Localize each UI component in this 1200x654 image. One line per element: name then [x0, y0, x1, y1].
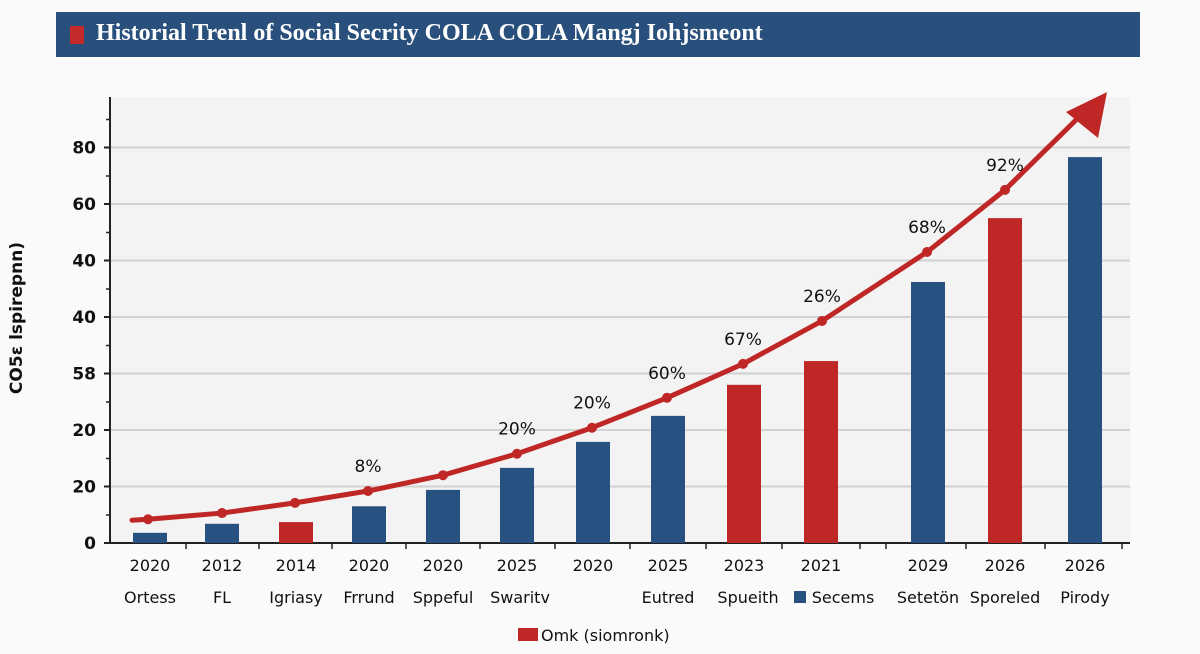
x-sublabel: Pirody — [1060, 588, 1109, 607]
x-tick-label: 2021 — [801, 556, 842, 575]
x-sublabel: Igriasy — [269, 588, 323, 607]
line-point — [438, 470, 448, 481]
legend-swatch-red — [518, 628, 538, 641]
bar — [576, 441, 610, 543]
line-point — [217, 508, 227, 519]
title-marker-icon — [70, 26, 84, 44]
x-tick-label: 2020 — [423, 556, 464, 575]
line-point — [512, 448, 522, 459]
bar — [279, 522, 313, 543]
bar — [500, 467, 534, 543]
y-tick-label: 40 — [72, 308, 96, 328]
x-tick-label: 2026 — [1065, 556, 1106, 575]
y-tick-label: 80 — [72, 139, 96, 159]
line-point — [817, 315, 827, 326]
data-label: 92% — [986, 156, 1024, 176]
x-tick-label: 2025 — [497, 556, 538, 575]
bar — [352, 506, 386, 543]
y-tick-label: 20 — [72, 421, 96, 441]
y-tick-label: 40 — [72, 252, 96, 272]
data-label: 60% — [648, 364, 686, 384]
line-point — [290, 497, 300, 508]
bar — [1068, 157, 1102, 544]
data-label: 26% — [803, 287, 841, 307]
arrow-head-icon — [1066, 92, 1107, 138]
x-sublabel: Ortess — [124, 588, 176, 607]
chart-title: Historial Trenl of Social Secrity COLA C… — [96, 20, 763, 46]
plot-background — [110, 97, 1130, 543]
line-point — [922, 247, 932, 258]
x-tick-label: 2020 — [349, 556, 390, 575]
x-sublabel: Secems — [812, 588, 875, 607]
line-point — [1000, 184, 1010, 195]
bar — [205, 523, 239, 543]
y-axis-label: CO5ɛ lspirepnn) — [7, 242, 27, 394]
x-tick-label: 2026 — [985, 556, 1026, 575]
bar — [426, 489, 460, 543]
bar — [727, 384, 761, 543]
bar — [911, 281, 945, 543]
x-sublabel: Setetön — [897, 588, 959, 607]
title-bar: Historial Trenl of Social Secrity COLA C… — [56, 12, 1140, 57]
line-point — [143, 514, 153, 525]
line-point — [363, 486, 373, 497]
x-sublabel: Swaritv — [490, 588, 550, 607]
y-tick-label: 58 — [72, 365, 96, 385]
x-tick-label: 2012 — [202, 556, 243, 575]
data-label: 68% — [908, 218, 946, 238]
bar — [133, 532, 167, 543]
trend-line — [129, 115, 1081, 523]
line-point — [587, 422, 597, 433]
bar — [804, 361, 838, 543]
x-sublabel: Frrund — [343, 588, 394, 607]
x-tick-label: 2020 — [130, 556, 171, 575]
line-point — [738, 358, 748, 369]
y-tick-label: 0 — [84, 534, 96, 554]
legend-label: Omk (siomronk) — [541, 626, 670, 645]
x-sublabel: Sporeled — [970, 588, 1041, 607]
x-sublabel: FL — [213, 588, 231, 607]
x-tick-label: 2025 — [648, 556, 689, 575]
data-label: 20% — [498, 420, 536, 440]
x-sublabel: Eutred — [642, 588, 695, 607]
data-label: 8% — [355, 457, 382, 477]
x-tick-label: 2020 — [573, 556, 614, 575]
x-sublabel: Spueith — [717, 588, 778, 607]
legend-swatch-blue — [794, 591, 806, 603]
y-tick-label: 60 — [72, 195, 96, 215]
y-tick-label: 20 — [72, 478, 96, 498]
line-point — [662, 392, 672, 403]
bar — [988, 218, 1022, 543]
bar — [651, 415, 685, 543]
data-label: 20% — [573, 394, 611, 414]
x-tick-label: 2023 — [724, 556, 765, 575]
x-tick-label: 2014 — [276, 556, 317, 575]
data-label: 67% — [724, 330, 762, 350]
x-sublabel: Sppeful — [413, 588, 474, 607]
x-tick-label: 2029 — [908, 556, 949, 575]
